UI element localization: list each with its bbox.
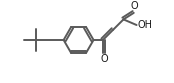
Text: O: O	[131, 1, 139, 11]
Text: O: O	[100, 54, 108, 64]
Text: OH: OH	[137, 20, 152, 30]
